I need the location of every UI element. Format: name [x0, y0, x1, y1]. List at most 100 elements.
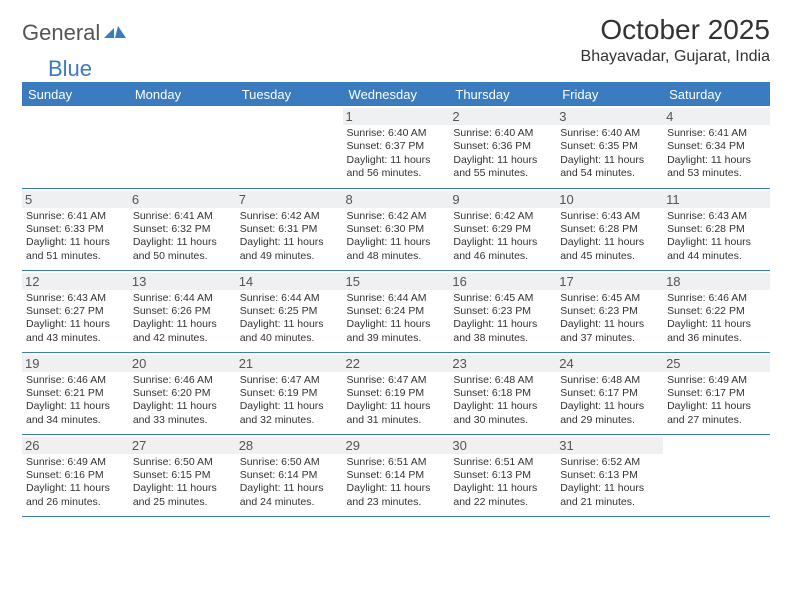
calendar-header-row: SundayMondayTuesdayWednesdayThursdayFrid…	[22, 82, 770, 106]
calendar-day-cell: 6 Sunrise: 6:41 AMSunset: 6:32 PMDaylight…	[129, 188, 236, 270]
day-info: Sunrise: 6:40 AMSunset: 6:36 PMDaylight:…	[453, 127, 552, 181]
day-info: Sunrise: 6:42 AMSunset: 6:29 PMDaylight:…	[453, 210, 552, 264]
calendar-day-cell: 2 Sunrise: 6:40 AMSunset: 6:36 PMDaylight…	[449, 106, 556, 188]
day-info: Sunrise: 6:44 AMSunset: 6:25 PMDaylight:…	[240, 292, 339, 346]
weekday-header: Monday	[129, 82, 236, 106]
day-info: Sunrise: 6:43 AMSunset: 6:28 PMDaylight:…	[560, 210, 659, 264]
day-number: 24	[556, 355, 663, 372]
day-info: Sunrise: 6:44 AMSunset: 6:26 PMDaylight:…	[133, 292, 232, 346]
day-info: Sunrise: 6:40 AMSunset: 6:37 PMDaylight:…	[347, 127, 446, 181]
day-number: 20	[129, 355, 236, 372]
calendar-day-cell: 19 Sunrise: 6:46 AMSunset: 6:21 PMDayligh…	[22, 352, 129, 434]
calendar-day-cell: 28Sunrise: 6:50 AMSunset: 6:14 PMDayligh…	[236, 434, 343, 516]
calendar-day-cell: 29 Sunrise: 6:51 AMSunset: 6:14 PMDayligh…	[343, 434, 450, 516]
calendar-day-cell: 24 Sunrise: 6:48 AMSunset: 6:17 PMDayligh…	[556, 352, 663, 434]
day-info: Sunrise: 6:43 AMSunset: 6:28 PMDaylight:…	[667, 210, 766, 264]
day-info: Sunrise: 6:41 AMSunset: 6:32 PMDaylight:…	[133, 210, 232, 264]
day-info: Sunrise: 6:47 AMSunset: 6:19 PMDaylight:…	[240, 374, 339, 428]
day-info: Sunrise: 6:41 AMSunset: 6:33 PMDaylight:…	[26, 210, 125, 264]
calendar-day-cell: 5 Sunrise: 6:41 AMSunset: 6:33 PMDaylight…	[22, 188, 129, 270]
brand-name-1: General	[22, 20, 100, 46]
calendar-day-cell: 7 Sunrise: 6:42 AMSunset: 6:31 PMDaylight…	[236, 188, 343, 270]
day-number: 6	[129, 191, 236, 208]
calendar-week-row: 26 Sunrise: 6:49 AMSunset: 6:16 PMDayligh…	[22, 434, 770, 516]
day-info: Sunrise: 6:45 AMSunset: 6:23 PMDaylight:…	[453, 292, 552, 346]
day-info: Sunrise: 6:46 AMSunset: 6:20 PMDaylight:…	[133, 374, 232, 428]
calendar-day-cell: 9 Sunrise: 6:42 AMSunset: 6:29 PMDaylight…	[449, 188, 556, 270]
day-number: 16	[449, 273, 556, 290]
day-number: 9	[449, 191, 556, 208]
weekday-header: Sunday	[22, 82, 129, 106]
month-title: October 2025	[581, 14, 770, 46]
weekday-header: Wednesday	[343, 82, 450, 106]
calendar-day-cell: 27Sunrise: 6:50 AMSunset: 6:15 PMDayligh…	[129, 434, 236, 516]
day-number: 29	[343, 437, 450, 454]
title-block: October 2025 Bhayavadar, Gujarat, India	[581, 14, 770, 66]
calendar-day-cell: 21Sunrise: 6:47 AMSunset: 6:19 PMDayligh…	[236, 352, 343, 434]
day-info: Sunrise: 6:47 AMSunset: 6:19 PMDaylight:…	[347, 374, 446, 428]
calendar-day-cell: 10 Sunrise: 6:43 AMSunset: 6:28 PMDayligh…	[556, 188, 663, 270]
calendar-day-cell: .	[22, 106, 129, 188]
day-number: 30	[449, 437, 556, 454]
calendar-day-cell: .	[236, 106, 343, 188]
calendar-day-cell: 1 Sunrise: 6:40 AMSunset: 6:37 PMDaylight…	[343, 106, 450, 188]
day-info: Sunrise: 6:45 AMSunset: 6:23 PMDaylight:…	[560, 292, 659, 346]
calendar-week-row: ...1Sunrise: 6:40 AMSunset: 6:37 PMDayli…	[22, 106, 770, 188]
calendar-day-cell: 8Sunrise: 6:42 AMSunset: 6:30 PMDaylight…	[343, 188, 450, 270]
calendar-day-cell: 30Sunrise: 6:51 AMSunset: 6:13 PMDayligh…	[449, 434, 556, 516]
calendar-week-row: 5 Sunrise: 6:41 AMSunset: 6:33 PMDaylight…	[22, 188, 770, 270]
day-number: 10	[556, 191, 663, 208]
weekday-header: Friday	[556, 82, 663, 106]
day-number: 15	[343, 273, 450, 290]
day-info: Sunrise: 6:41 AMSunset: 6:34 PMDaylight:…	[667, 127, 766, 181]
day-number: 28	[236, 437, 343, 454]
day-number: 8	[343, 191, 450, 208]
calendar-day-cell: 20 Sunrise: 6:46 AMSunset: 6:20 PMDayligh…	[129, 352, 236, 434]
weekday-header: Tuesday	[236, 82, 343, 106]
day-number: 19	[22, 355, 129, 372]
day-number: 2	[449, 108, 556, 125]
day-info: Sunrise: 6:46 AMSunset: 6:22 PMDaylight:…	[667, 292, 766, 346]
day-info: Sunrise: 6:51 AMSunset: 6:14 PMDaylight:…	[347, 456, 446, 510]
day-number: 14	[236, 273, 343, 290]
day-number: 11	[663, 191, 770, 208]
calendar-day-cell: 4 Sunrise: 6:41 AMSunset: 6:34 PMDaylight…	[663, 106, 770, 188]
day-info: Sunrise: 6:49 AMSunset: 6:17 PMDaylight:…	[667, 374, 766, 428]
day-number: 12	[22, 273, 129, 290]
calendar-day-cell: 25 Sunrise: 6:49 AMSunset: 6:17 PMDayligh…	[663, 352, 770, 434]
calendar-day-cell: .	[129, 106, 236, 188]
day-info: Sunrise: 6:48 AMSunset: 6:17 PMDaylight:…	[560, 374, 659, 428]
day-number: 31	[556, 437, 663, 454]
calendar-day-cell: .	[663, 434, 770, 516]
brand-name-2: Blue	[48, 56, 92, 81]
calendar-day-cell: 11 Sunrise: 6:43 AMSunset: 6:28 PMDayligh…	[663, 188, 770, 270]
calendar-day-cell: 12 Sunrise: 6:43 AMSunset: 6:27 PMDayligh…	[22, 270, 129, 352]
day-number: 1	[343, 108, 450, 125]
day-info: Sunrise: 6:46 AMSunset: 6:21 PMDaylight:…	[26, 374, 125, 428]
day-info: Sunrise: 6:43 AMSunset: 6:27 PMDaylight:…	[26, 292, 125, 346]
brand-flag-icon	[104, 24, 126, 45]
day-number: 7	[236, 191, 343, 208]
brand-logo: General	[22, 14, 128, 46]
calendar-day-cell: 14 Sunrise: 6:44 AMSunset: 6:25 PMDayligh…	[236, 270, 343, 352]
calendar-day-cell: 16 Sunrise: 6:45 AMSunset: 6:23 PMDayligh…	[449, 270, 556, 352]
day-info: Sunrise: 6:44 AMSunset: 6:24 PMDaylight:…	[347, 292, 446, 346]
calendar-week-row: 19 Sunrise: 6:46 AMSunset: 6:21 PMDayligh…	[22, 352, 770, 434]
calendar-day-cell: 3Sunrise: 6:40 AMSunset: 6:35 PMDaylight…	[556, 106, 663, 188]
calendar-day-cell: 18Sunrise: 6:46 AMSunset: 6:22 PMDayligh…	[663, 270, 770, 352]
day-number: 26	[22, 437, 129, 454]
calendar-day-cell: 17 Sunrise: 6:45 AMSunset: 6:23 PMDayligh…	[556, 270, 663, 352]
day-number: 5	[22, 191, 129, 208]
day-number: 25	[663, 355, 770, 372]
calendar-week-row: 12 Sunrise: 6:43 AMSunset: 6:27 PMDayligh…	[22, 270, 770, 352]
day-number: 4	[663, 108, 770, 125]
weekday-header: Thursday	[449, 82, 556, 106]
calendar-day-cell: 15 Sunrise: 6:44 AMSunset: 6:24 PMDayligh…	[343, 270, 450, 352]
calendar-day-cell: 22Sunrise: 6:47 AMSunset: 6:19 PMDayligh…	[343, 352, 450, 434]
page: General October 2025 Bhayavadar, Gujarat…	[0, 0, 792, 517]
day-number: 13	[129, 273, 236, 290]
day-info: Sunrise: 6:49 AMSunset: 6:16 PMDaylight:…	[26, 456, 125, 510]
day-info: Sunrise: 6:42 AMSunset: 6:31 PMDaylight:…	[240, 210, 339, 264]
calendar-day-cell: 31Sunrise: 6:52 AMSunset: 6:13 PMDayligh…	[556, 434, 663, 516]
day-number: 17	[556, 273, 663, 290]
